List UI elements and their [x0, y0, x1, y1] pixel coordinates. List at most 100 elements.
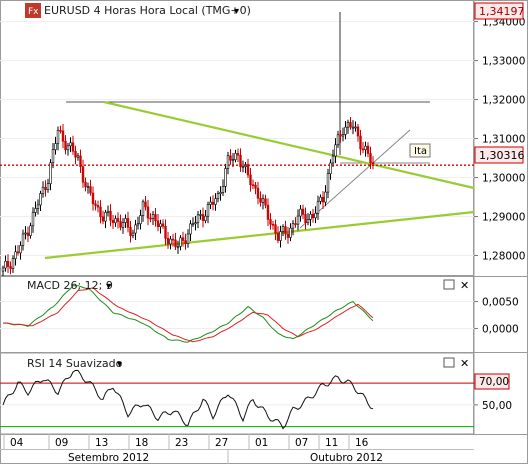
- candle-body: [201, 214, 205, 221]
- candlestick-series: [1, 117, 375, 279]
- candle-body: [109, 210, 112, 221]
- candle-body: [194, 222, 197, 225]
- x-tick-label: 27: [215, 437, 228, 449]
- candle-body: [16, 251, 20, 254]
- price-tick-label: 1,31000: [482, 134, 525, 146]
- macd-panel-background: [0, 276, 474, 353]
- candle-body: [159, 223, 162, 227]
- macd-maximize-button[interactable]: [443, 279, 455, 290]
- rsi-panel-buttons[interactable]: ✕: [443, 357, 469, 370]
- candle-body: [179, 237, 182, 247]
- rsi-panel-background: [0, 352, 474, 435]
- macd-dropdown-icon[interactable]: ▾: [106, 281, 111, 292]
- candle-body: [259, 197, 262, 203]
- x-tick-label: 18: [135, 437, 148, 449]
- candle-body: [126, 218, 130, 228]
- candle-body: [31, 212, 35, 227]
- candle-body: [124, 218, 127, 223]
- ascending-trendline[interactable]: [44, 210, 475, 260]
- rsi-close-icon[interactable]: ✕: [460, 357, 469, 370]
- x-month-label: Outubro 2012: [310, 452, 383, 464]
- x-tick-label: 09: [55, 437, 68, 449]
- candle-body: [299, 208, 302, 217]
- x-tick-label: 13: [95, 437, 108, 449]
- rsi-level-box: [474, 373, 510, 390]
- candle-body: [11, 258, 15, 269]
- candle-body: [131, 232, 135, 236]
- candle-body: [101, 216, 105, 222]
- macd-tick-label: 0,0000: [482, 323, 519, 335]
- rsi-panel[interactable]: RSI 14 Suavizado ▾ 50,00 70,00 ✕: [0, 352, 528, 435]
- rsi-dropdown-icon[interactable]: ▾: [117, 359, 122, 370]
- candle-body: [19, 245, 22, 254]
- candle-body: [254, 184, 257, 189]
- candle-body: [71, 142, 75, 152]
- candle-body: [351, 126, 355, 129]
- candle-body: [294, 223, 297, 225]
- price-tick-label: 1,33000: [482, 56, 525, 68]
- x-tick-label: 23: [175, 437, 188, 449]
- candle-body: [64, 140, 67, 151]
- macd-panel-buttons[interactable]: ✕: [443, 279, 469, 292]
- candle-body: [209, 201, 212, 205]
- candle-body: [154, 214, 157, 222]
- candle-body: [69, 142, 72, 147]
- price-gridlines: [0, 21, 474, 257]
- candle-body: [46, 183, 50, 190]
- candle-body: [141, 201, 145, 216]
- candle-body: [311, 213, 315, 219]
- candle-body: [316, 200, 320, 214]
- price-panel[interactable]: Ita Fx EURUSD 4 Horas Hora Local (TMG+0)…: [0, 0, 525, 434]
- candle-body: [146, 206, 150, 219]
- descending-trendline[interactable]: [103, 100, 475, 190]
- candle-body: [189, 223, 192, 235]
- candle-body: [6, 260, 10, 267]
- candle-body: [361, 148, 365, 151]
- candle-body: [119, 221, 122, 228]
- ita-annotation[interactable]: Ita: [409, 143, 431, 158]
- candle-body: [49, 162, 52, 184]
- candle-body: [196, 214, 200, 224]
- candle-body: [221, 186, 225, 193]
- candle-body: [191, 223, 195, 226]
- macd-y-axis: 0,0050 0,0000: [474, 297, 519, 335]
- symbol-title[interactable]: EURUSD 4 Horas Hora Local (TMG+0): [44, 4, 251, 17]
- candle-body: [26, 232, 30, 236]
- rsi-maximize-button[interactable]: [443, 357, 455, 368]
- candle-body: [29, 225, 32, 236]
- fx-badge: [25, 3, 41, 18]
- macd-close-icon[interactable]: ✕: [460, 279, 469, 292]
- candle-body: [36, 204, 40, 209]
- price-trendlines[interactable]: [44, 12, 475, 260]
- candle-body: [176, 246, 180, 248]
- rsi-line: [2, 369, 374, 430]
- candle-body: [306, 219, 310, 224]
- chart-header[interactable]: Fx EURUSD 4 Horas Hora Local (TMG+0) ▾: [25, 3, 251, 18]
- price-y-axis: 1,34000 1,33000 1,32000 1,31000 1,30000 1,290…: [474, 17, 525, 263]
- candle-body: [96, 205, 100, 208]
- candle-body: [214, 198, 217, 205]
- symbol-dropdown-icon[interactable]: ▾: [234, 6, 239, 17]
- macd-tick-label: 0,0050: [482, 297, 519, 309]
- candle-body: [171, 238, 175, 241]
- rsi-level-tag: 70,00: [474, 373, 510, 390]
- price-tick-label: 1,34000: [482, 17, 525, 29]
- current-price-box: [474, 2, 524, 20]
- candle-body: [139, 215, 142, 225]
- rsi-tick-label: 50,00: [482, 400, 512, 412]
- candle-body: [169, 238, 172, 245]
- candle-body: [151, 214, 155, 219]
- candle-body: [14, 251, 17, 259]
- candle-body: [371, 162, 375, 164]
- candle-body: [206, 204, 210, 217]
- macd-panel[interactable]: MACD 26; 12; 9 ▾ 0,0050 0,0000 ✕: [0, 276, 528, 353]
- candle-body: [104, 212, 107, 222]
- candle-body: [156, 220, 160, 227]
- candle-body: [184, 240, 187, 244]
- candle-body: [271, 223, 275, 226]
- candle-body: [21, 233, 25, 246]
- fx-badge-label: Fx: [28, 7, 39, 17]
- candle-body: [204, 215, 207, 221]
- candle-body: [76, 155, 80, 158]
